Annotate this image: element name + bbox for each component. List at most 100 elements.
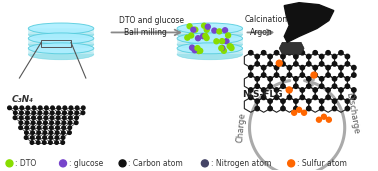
Text: Discharge: Discharge [345,91,361,134]
Circle shape [68,121,72,124]
Circle shape [339,95,343,100]
Circle shape [300,88,305,92]
Circle shape [31,136,34,139]
Circle shape [217,29,222,34]
Ellipse shape [177,29,243,40]
Circle shape [6,160,13,167]
Circle shape [249,73,253,77]
Circle shape [49,136,53,139]
Circle shape [62,131,65,134]
Circle shape [25,121,29,124]
Circle shape [81,111,85,115]
Circle shape [37,131,40,134]
Circle shape [339,65,343,70]
Circle shape [205,24,210,29]
Circle shape [24,136,28,139]
Circle shape [281,84,285,88]
Circle shape [26,116,29,120]
Ellipse shape [28,39,94,50]
Circle shape [316,117,321,122]
Circle shape [32,111,36,115]
Circle shape [20,106,23,110]
Circle shape [255,77,259,81]
Circle shape [191,27,196,32]
Circle shape [75,111,79,115]
Circle shape [319,99,324,103]
Circle shape [62,121,66,124]
Circle shape [319,106,324,111]
Circle shape [332,54,337,59]
Circle shape [69,111,73,115]
Ellipse shape [28,49,94,60]
Circle shape [345,62,350,66]
Circle shape [44,111,48,115]
Circle shape [249,51,253,55]
Circle shape [44,116,48,120]
Circle shape [262,65,266,70]
Circle shape [294,54,298,59]
Ellipse shape [177,33,243,44]
Circle shape [319,62,324,66]
Circle shape [332,62,337,66]
Circle shape [319,54,324,59]
Circle shape [31,126,35,129]
Circle shape [196,49,201,54]
Circle shape [49,141,52,144]
Circle shape [274,88,279,92]
Circle shape [326,117,332,122]
Circle shape [195,36,200,41]
Circle shape [223,28,228,33]
Circle shape [198,48,203,53]
Text: : Carbon atom: : Carbon atom [129,159,183,168]
Circle shape [313,51,318,55]
Circle shape [19,116,23,120]
Circle shape [313,73,318,77]
Polygon shape [177,48,243,54]
Circle shape [56,131,59,134]
Circle shape [37,136,40,139]
Circle shape [326,65,330,70]
Circle shape [26,111,29,115]
Text: : Nitrogen atom: : Nitrogen atom [211,159,271,168]
Circle shape [281,106,285,111]
Circle shape [313,88,318,92]
Circle shape [189,33,194,38]
Circle shape [36,141,40,144]
Circle shape [339,88,343,92]
Circle shape [224,39,229,44]
Circle shape [14,106,17,110]
Circle shape [281,77,285,81]
Circle shape [262,51,266,55]
Circle shape [255,106,259,111]
Circle shape [274,73,279,77]
Circle shape [19,126,22,129]
Circle shape [268,84,272,88]
Circle shape [300,51,305,55]
Circle shape [229,46,234,51]
Ellipse shape [28,33,94,44]
Circle shape [281,62,285,66]
Circle shape [56,121,60,124]
Polygon shape [28,28,94,35]
Circle shape [50,121,53,124]
Circle shape [31,121,35,124]
Ellipse shape [177,43,243,54]
Circle shape [75,106,79,110]
Circle shape [227,44,232,49]
Circle shape [201,34,206,39]
Circle shape [287,65,291,70]
Circle shape [220,45,225,50]
Circle shape [326,95,330,100]
Circle shape [281,54,285,59]
Circle shape [287,73,291,77]
Circle shape [352,65,356,70]
Circle shape [68,126,71,129]
Circle shape [201,23,206,28]
Circle shape [38,111,42,115]
Circle shape [326,73,330,77]
Circle shape [38,116,42,120]
Text: Charge: Charge [236,112,247,143]
Circle shape [32,116,35,120]
Circle shape [307,54,311,59]
Circle shape [185,35,190,40]
